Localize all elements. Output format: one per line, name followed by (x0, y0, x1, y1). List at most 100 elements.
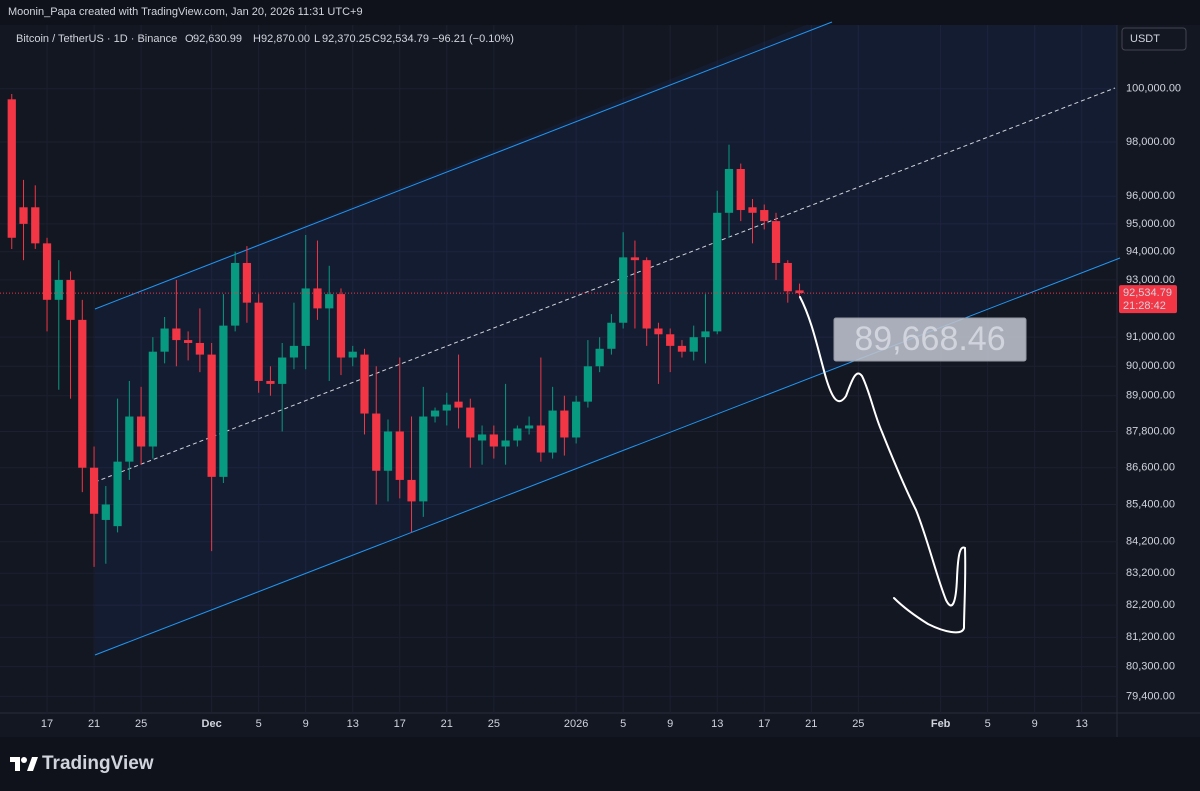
candle-body (42, 243, 52, 300)
candle-body (489, 434, 498, 447)
candle-body (560, 410, 569, 438)
candle-body (419, 416, 428, 502)
y-tick-label: 79,400.00 (1126, 690, 1175, 702)
candle-body (595, 348, 604, 367)
x-tick-label: 2026 (564, 718, 588, 730)
candle-body (619, 257, 628, 323)
candle-body (289, 345, 299, 358)
y-tick-label: 95,000.00 (1126, 218, 1175, 230)
grid (0, 25, 1117, 713)
y-tick-label: 94,000.00 (1126, 246, 1175, 258)
x-tick-label: 13 (347, 718, 359, 730)
legend-value: 92,370.25 (322, 33, 371, 45)
candle-body (430, 410, 440, 417)
x-tick-label: 13 (711, 718, 723, 730)
y-tick-label: 83,200.00 (1126, 567, 1175, 579)
candle-body (136, 416, 146, 447)
price-axis (1117, 25, 1200, 713)
candle-body (630, 257, 640, 261)
x-tick-label: Feb (931, 718, 951, 730)
candle-body (278, 357, 287, 384)
x-tick-label: 17 (758, 718, 770, 730)
x-tick-label: 21 (441, 718, 453, 730)
candle-body (54, 279, 63, 300)
x-tick-label: 9 (1032, 718, 1038, 730)
candle-body (513, 428, 522, 441)
candle-body (372, 413, 381, 471)
channel-fill (95, 25, 1117, 655)
candle-body (7, 99, 16, 238)
price-marker-label: 92,534.79 (1123, 287, 1172, 299)
y-tick-label: 84,200.00 (1126, 536, 1175, 548)
y-tick-label: 90,000.00 (1126, 360, 1175, 372)
candle-body (113, 461, 122, 527)
x-tick-label: 9 (667, 718, 673, 730)
symbol: Bitcoin / TetherUS · 1D · Binance (16, 33, 177, 45)
legend-key: L (314, 33, 320, 45)
currency-button[interactable] (1121, 27, 1187, 51)
candle-body (407, 479, 416, 502)
candle-body (325, 294, 334, 309)
legend-key: C (372, 33, 380, 45)
candle-body (666, 334, 675, 346)
candle-body (771, 221, 781, 263)
candle-body (89, 467, 99, 514)
candle-body (231, 262, 240, 326)
candles (0, 94, 1117, 567)
candle-body (266, 380, 275, 384)
channel-upper (94, 21, 833, 310)
x-tick-label: 21 (805, 718, 817, 730)
ohlc-legend: O 92,630.99 H 92,870.00 L 92,370.25 C 92,534.79 (185, 33, 429, 45)
candle-body (78, 319, 87, 468)
candle-body (160, 328, 169, 352)
candle-body (795, 290, 804, 294)
candle-body (654, 328, 663, 335)
y-tick-label: 82,200.00 (1126, 599, 1175, 611)
x-tick-label: 5 (985, 718, 991, 730)
candle-body (395, 431, 404, 480)
x-tick-label: 5 (256, 718, 262, 730)
price-marker-countdown: 21:28:42 (1123, 300, 1166, 312)
x-tick-label: Dec (202, 718, 222, 730)
candle-body (607, 322, 616, 349)
candle-body (336, 294, 346, 358)
y-tick-label: 80,300.00 (1126, 661, 1175, 673)
candle-body (524, 425, 534, 429)
logo-text: TradingView (42, 753, 154, 774)
candle-body (713, 212, 722, 332)
candle-body (501, 440, 510, 447)
x-tick-label: 13 (1076, 718, 1088, 730)
x-tick-label: 21 (88, 718, 100, 730)
y-tick-label: 89,000.00 (1126, 390, 1175, 402)
y-tick-label: 81,200.00 (1126, 631, 1175, 643)
candle-body (242, 262, 252, 303)
x-tick-label: 25 (852, 718, 864, 730)
candle-body (724, 168, 734, 213)
candle-body (219, 325, 228, 477)
candle-body (254, 302, 263, 381)
candle-body (172, 328, 181, 341)
candle-body (19, 207, 28, 224)
axes: 100,000.00 98,000.00 96,000.00 95,000.00 94,… (41, 83, 1181, 730)
candle-body (536, 425, 545, 453)
legend-key: O (185, 33, 194, 45)
candle-body (101, 504, 110, 520)
candle-body (572, 401, 581, 438)
candle-body (383, 431, 393, 471)
candle-body (195, 342, 204, 355)
candle-body (677, 345, 687, 352)
candle-body (748, 207, 757, 213)
x-tick-label: 9 (303, 718, 309, 730)
x-tick-label: 17 (394, 718, 406, 730)
channel-mid (94, 87, 1116, 483)
y-tick-label: 96,000.00 (1126, 190, 1175, 202)
legend-key: H (253, 33, 261, 45)
y-tick-label: 85,400.00 (1126, 498, 1175, 510)
candle-body (184, 340, 193, 343)
legend-value: 92,870.00 (261, 33, 310, 45)
x-tick-label: 25 (135, 718, 147, 730)
currency[interactable]: USDT (1130, 33, 1160, 45)
change: −96.21 (−0.10%) (432, 33, 514, 45)
legend-value: 92,630.99 (193, 33, 242, 45)
